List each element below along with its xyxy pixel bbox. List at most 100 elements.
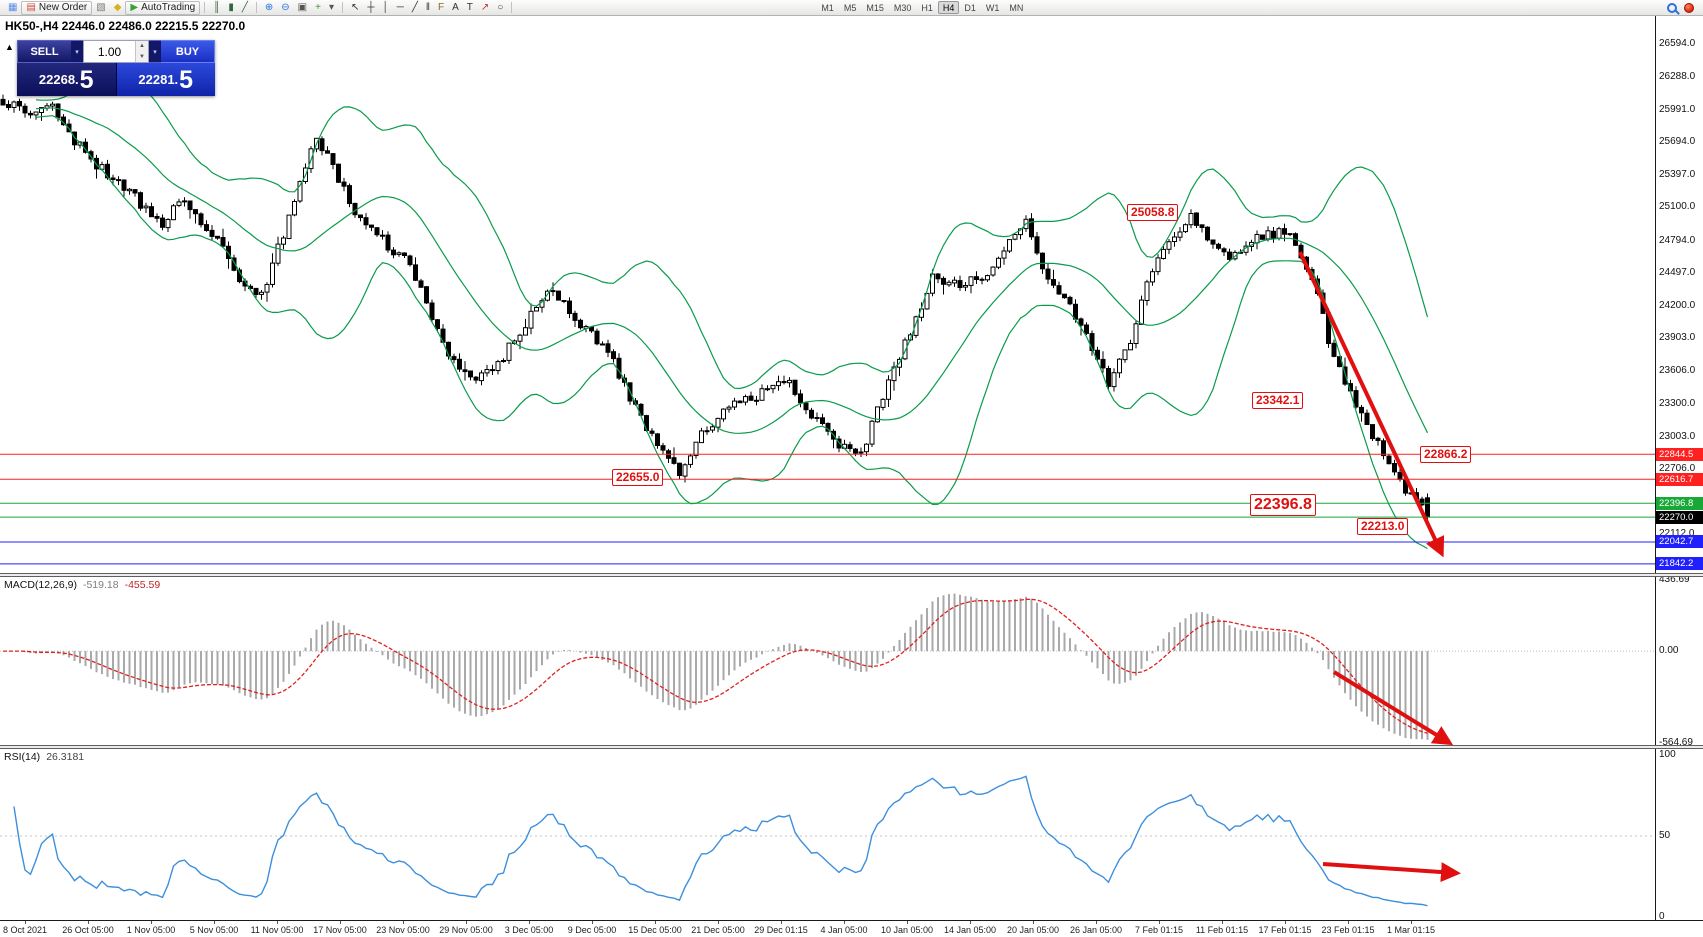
volume-down-icon[interactable]: ▼ <box>136 51 148 62</box>
cursor-tool[interactable]: ↖ <box>347 1 363 15</box>
time-label: 1 Mar 01:15 <box>1386 925 1436 935</box>
timeframe-m30[interactable]: M30 <box>893 3 912 13</box>
autotrading[interactable]: ▶ AutoTrading <box>125 0 201 15</box>
text-tool[interactable]: A <box>448 1 463 15</box>
buy-button[interactable]: BUY <box>161 40 215 63</box>
trendline-tool[interactable]: ╱ <box>408 1 422 15</box>
trend-arrow[interactable] <box>1322 862 1461 883</box>
arrows-tool-icon: ↗ <box>480 2 490 13</box>
fibonacci-tool[interactable]: F <box>434 1 448 15</box>
new-chart[interactable]: ▦ <box>4 1 21 15</box>
axis-label: 24794.0 <box>1659 234 1696 246</box>
shapes-tool[interactable]: ○ <box>493 1 507 15</box>
price-axis[interactable]: 26594.0 26288.0 25991.0 25694.0 25397.0 25100… <box>1655 16 1703 922</box>
new-order-icon: ▤ <box>26 2 36 13</box>
text-tool-icon: A <box>452 2 459 13</box>
profiles-icon: ▧ <box>96 2 106 13</box>
time-label: 14 Jan 05:00 <box>943 925 997 935</box>
line-chart-mode-icon: ╱ <box>241 2 248 13</box>
channel-tool[interactable]: ‖ <box>422 1 434 15</box>
time-label: 17 Feb 01:15 <box>1258 925 1312 935</box>
rsi-name: RSI(14) <box>4 751 41 763</box>
price-annotation[interactable]: 25058.8 <box>1127 204 1179 221</box>
price-annotation[interactable]: 23342.1 <box>1252 392 1304 409</box>
macd-indicator-label: MACD(12,26,9) -519.18 -455.59 <box>4 579 160 591</box>
time-label: 26 Oct 05:00 <box>62 925 114 935</box>
time-tick <box>1096 921 1097 924</box>
trend-arrow[interactable] <box>1298 251 1445 558</box>
timeframe-m15[interactable]: M15 <box>866 3 884 13</box>
one-click-collapse-icon[interactable]: ▲ <box>5 42 14 52</box>
line-chart-mode[interactable]: ╱ <box>238 1 252 15</box>
sell-dropdown-icon[interactable]: ▾ <box>71 40 83 63</box>
price-tag-22270.0: 22270.0 <box>1656 510 1703 524</box>
time-label: 5 Nov 05:00 <box>189 925 239 935</box>
timeframe-h4[interactable]: H4 <box>937 1 960 14</box>
time-label: 3 Dec 05:00 <box>504 925 554 935</box>
axis-label: 23606.0 <box>1659 364 1696 376</box>
timeframe-w1[interactable]: W1 <box>985 3 1000 13</box>
time-label: 1 Nov 05:00 <box>126 925 176 935</box>
price-annotation[interactable]: 22396.8 <box>1250 494 1316 516</box>
axis-label: 22112.0 <box>1659 528 1695 540</box>
trend-arrow[interactable] <box>1332 670 1454 746</box>
tile-windows[interactable]: ▣ <box>294 1 311 15</box>
timeframe-d1[interactable]: D1 <box>964 3 976 13</box>
timeframe-h1[interactable]: H1 <box>921 3 933 13</box>
time-label: 9 Dec 05:00 <box>567 925 617 935</box>
time-tick <box>970 921 971 924</box>
volume-up-icon[interactable]: ▲ <box>136 41 148 52</box>
time-label: 17 Nov 05:00 <box>313 925 367 935</box>
time-label: 7 Feb 01:15 <box>1134 925 1184 935</box>
indicator-add[interactable]: + <box>311 1 325 15</box>
buy-price[interactable]: 22281. 5 <box>116 63 215 96</box>
buy-price-main: 22281. <box>138 72 179 87</box>
period-dropdown[interactable]: ▾ <box>325 1 338 15</box>
time-tick <box>1285 921 1286 924</box>
zoom-out[interactable]: ⊖ <box>277 1 293 15</box>
search-icon[interactable] <box>1667 2 1677 13</box>
time-label: 29 Dec 01:15 <box>754 925 808 935</box>
zoom-in[interactable]: ⊕ <box>261 1 277 15</box>
candlesticks <box>0 78 1430 550</box>
channel-tool-icon: ‖ <box>425 2 430 13</box>
new-order[interactable]: ▤ New Order <box>21 0 93 15</box>
timeframe-m1[interactable]: M1 <box>821 3 834 13</box>
sell-price[interactable]: 22268. 5 <box>17 63 116 96</box>
label-tool[interactable]: T <box>463 1 477 15</box>
time-label: 23 Feb 01:15 <box>1321 925 1375 935</box>
rsi-panel <box>0 775 1655 907</box>
sell-price-pip: 5 <box>79 65 94 94</box>
arrows-tool[interactable]: ↗ <box>477 1 493 15</box>
price-tag-22844.5: 22844.5 <box>1656 447 1703 461</box>
timeframe-m5[interactable]: M5 <box>843 3 857 13</box>
time-tick <box>907 921 908 924</box>
time-tick <box>466 921 467 924</box>
vertical-line-tool[interactable]: │ <box>378 1 392 15</box>
panel-separator[interactable] <box>0 573 1703 577</box>
toolbar: ▦ ▤ New Order ▧ ◆ ▶ AutoTrading ║ ▮ ╱ ⊕ ⊖ ▣ + ▾ ↖ ┼ │ ─ ╱ ‖ F… <box>0 0 1703 16</box>
axis-label: 24497.0 <box>1659 267 1696 279</box>
price-annotation[interactable]: 22655.0 <box>612 469 664 486</box>
buy-dropdown-icon[interactable]: ▾ <box>149 40 161 63</box>
horizontal-line-tool[interactable]: ─ <box>393 1 408 15</box>
time-tick <box>1222 921 1223 924</box>
candlestick-mode[interactable]: ▮ <box>224 1 238 15</box>
shapes-tool-icon: ○ <box>497 2 504 13</box>
metaeditor[interactable]: ◆ <box>110 1 126 15</box>
volume-input[interactable] <box>84 41 135 62</box>
crosshair-tool[interactable]: ┼ <box>363 1 378 15</box>
bar-chart-mode[interactable]: ║ <box>209 1 224 15</box>
time-label: 26 Jan 05:00 <box>1069 925 1123 935</box>
volume-field-wrap: ▲ ▼ <box>83 40 149 63</box>
price-annotation[interactable]: 22213.0 <box>1357 518 1409 535</box>
profiles[interactable]: ▧ <box>92 1 109 15</box>
horizontal-line-tool-icon: ─ <box>396 2 404 13</box>
timeframe-mn[interactable]: MN <box>1009 3 1024 13</box>
sell-button[interactable]: SELL <box>17 40 71 63</box>
panel-separator[interactable] <box>0 745 1703 749</box>
price-annotation[interactable]: 22866.2 <box>1420 446 1472 463</box>
vertical-line-tool-icon: │ <box>382 2 389 13</box>
chart-canvas[interactable] <box>0 16 1655 920</box>
time-axis[interactable]: 8 Oct 2021 26 Oct 05:00 1 Nov 05:00 5 Nov 0… <box>0 920 1703 937</box>
